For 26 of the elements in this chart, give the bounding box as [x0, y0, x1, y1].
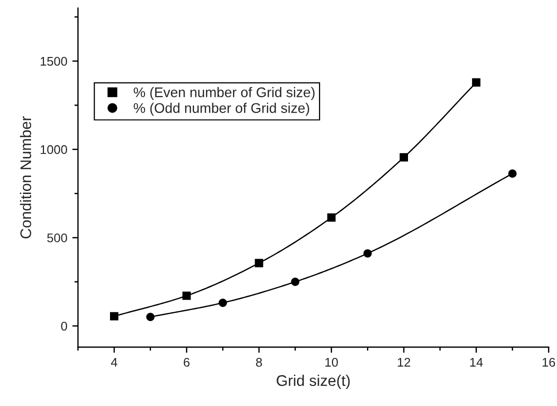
point: [508, 169, 517, 178]
x-tick-label: 6: [184, 358, 190, 367]
point: [327, 213, 336, 222]
x-tick-label: 14: [470, 358, 483, 367]
point: [363, 249, 372, 258]
y-axis-title: Condition Number: [20, 116, 32, 238]
point: [254, 258, 264, 268]
point: [218, 298, 227, 307]
x-tick-label: 4: [110, 358, 118, 367]
point: [472, 78, 480, 87]
x-tick-label: 12: [398, 358, 410, 367]
y-tick-label: 1500: [40, 56, 68, 66]
x-tick-label: 8: [256, 358, 262, 367]
y-tick-label: 1000: [40, 145, 68, 154]
y-tick-label: 500: [47, 233, 68, 242]
point: [146, 312, 155, 322]
legend-label: % (Odd number of Grid size): [134, 102, 310, 116]
y-tick-label: 0: [61, 322, 68, 331]
x-tick-label: 16: [542, 358, 556, 367]
point: [182, 292, 191, 300]
x-axis-title: Grid size(t): [276, 374, 350, 389]
point: [110, 312, 118, 320]
point: [400, 153, 408, 162]
x-tick-label: 10: [325, 358, 338, 367]
point: [291, 278, 300, 286]
legend-label: % (Even number of Grid size): [134, 87, 315, 100]
